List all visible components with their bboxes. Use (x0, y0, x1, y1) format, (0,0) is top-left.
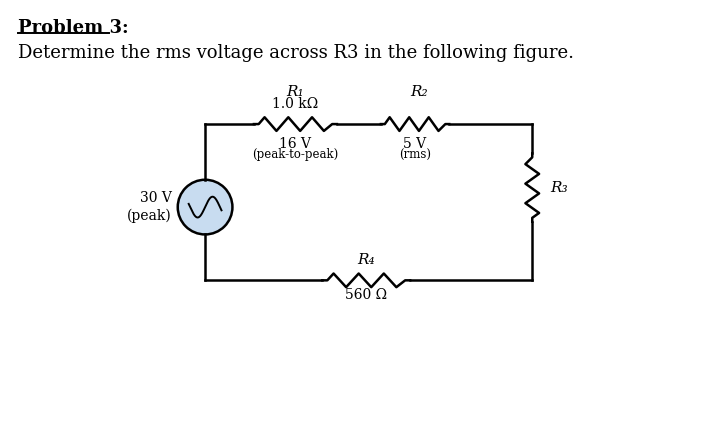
Text: Determine the rms voltage across R3 in the following figure.: Determine the rms voltage across R3 in t… (18, 44, 574, 62)
Text: 560 Ω: 560 Ω (345, 288, 387, 302)
Text: (rms): (rms) (399, 149, 431, 162)
Text: 30 V: 30 V (140, 191, 172, 206)
Text: (peak-to-peak): (peak-to-peak) (252, 149, 339, 162)
Text: R₄: R₄ (357, 253, 375, 267)
Circle shape (178, 180, 233, 235)
Text: R₃: R₃ (550, 181, 568, 195)
Text: Problem 3:: Problem 3: (18, 19, 128, 37)
Text: 16 V: 16 V (279, 137, 311, 151)
Text: R₂: R₂ (410, 85, 427, 99)
Text: 1.0 kΩ: 1.0 kΩ (272, 97, 319, 111)
Text: 5 V: 5 V (404, 137, 427, 151)
Text: (peak): (peak) (127, 209, 172, 223)
Text: R₁: R₁ (286, 85, 304, 99)
